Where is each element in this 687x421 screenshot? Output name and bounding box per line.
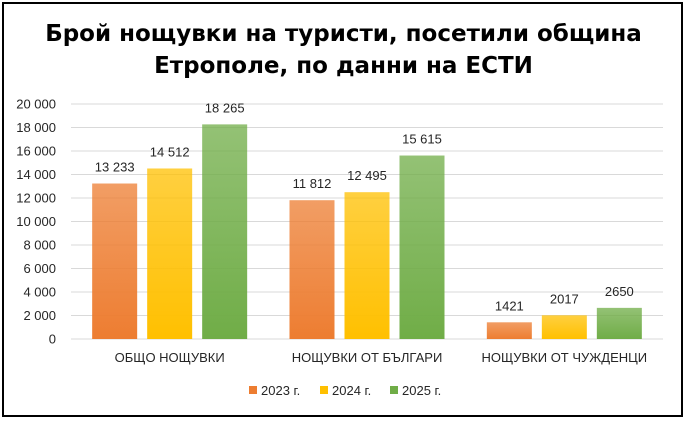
legend: 2023 г. 2024 г. 2025 г. (249, 383, 441, 398)
bar (92, 183, 138, 339)
y-tick-label: 12 000 (16, 191, 56, 206)
bar (541, 315, 587, 339)
category-labels: ОБЩО НОЩУВКИ НОЩУВКИ ОТ БЪЛГАРИ НОЩУВКИ ОТ… (115, 350, 647, 365)
bar (399, 155, 445, 339)
data-label: 12 495 (347, 168, 387, 183)
y-tick-label: 14 000 (16, 167, 56, 182)
y-tick-label: 18 000 (16, 120, 56, 135)
legend-swatch (320, 386, 328, 394)
data-label: 18 265 (205, 100, 245, 115)
category-label: НОЩУВКИ ОТ ЧУЖДЕНЦИ (482, 350, 648, 365)
bar (289, 200, 335, 339)
bar (202, 124, 248, 339)
legend-swatch (390, 386, 398, 394)
chart-title: Брой нощувки на туристи, посетили община… (45, 21, 642, 79)
legend-label: 2024 г. (332, 383, 371, 398)
y-tick-label: 20 000 (16, 97, 56, 112)
legend-label: 2023 г. (261, 383, 300, 398)
y-tick-label: 6 000 (23, 261, 56, 276)
data-labels: 13 233 14 512 18 265 11 812 12 495 15 615 1421… (95, 100, 634, 313)
data-label: 2017 (550, 291, 579, 306)
data-label: 13 233 (95, 160, 135, 175)
y-tick-label: 0 (49, 332, 56, 347)
y-tick-label: 2 000 (23, 308, 56, 323)
data-label: 1421 (495, 298, 524, 313)
y-axis-ticks: 0 2 000 4 000 6 000 8 000 10 000 12 000 14 000 1… (16, 97, 56, 347)
bar (344, 192, 390, 339)
data-label: 2650 (605, 284, 634, 299)
data-label: 14 512 (150, 144, 190, 159)
category-label: ОБЩО НОЩУВКИ (115, 350, 225, 365)
y-tick-label: 8 000 (23, 238, 56, 253)
legend-swatch (249, 386, 257, 394)
legend-label: 2025 г. (402, 383, 441, 398)
bars (92, 124, 642, 339)
bar (147, 168, 193, 339)
y-tick-label: 16 000 (16, 144, 56, 159)
data-label: 11 812 (293, 176, 332, 191)
category-label: НОЩУВКИ ОТ БЪЛГАРИ (292, 350, 443, 365)
y-tick-label: 10 000 (16, 214, 56, 229)
data-label: 15 615 (402, 132, 442, 147)
y-tick-label: 4 000 (23, 285, 56, 300)
bar (596, 307, 642, 339)
bar (486, 322, 532, 339)
